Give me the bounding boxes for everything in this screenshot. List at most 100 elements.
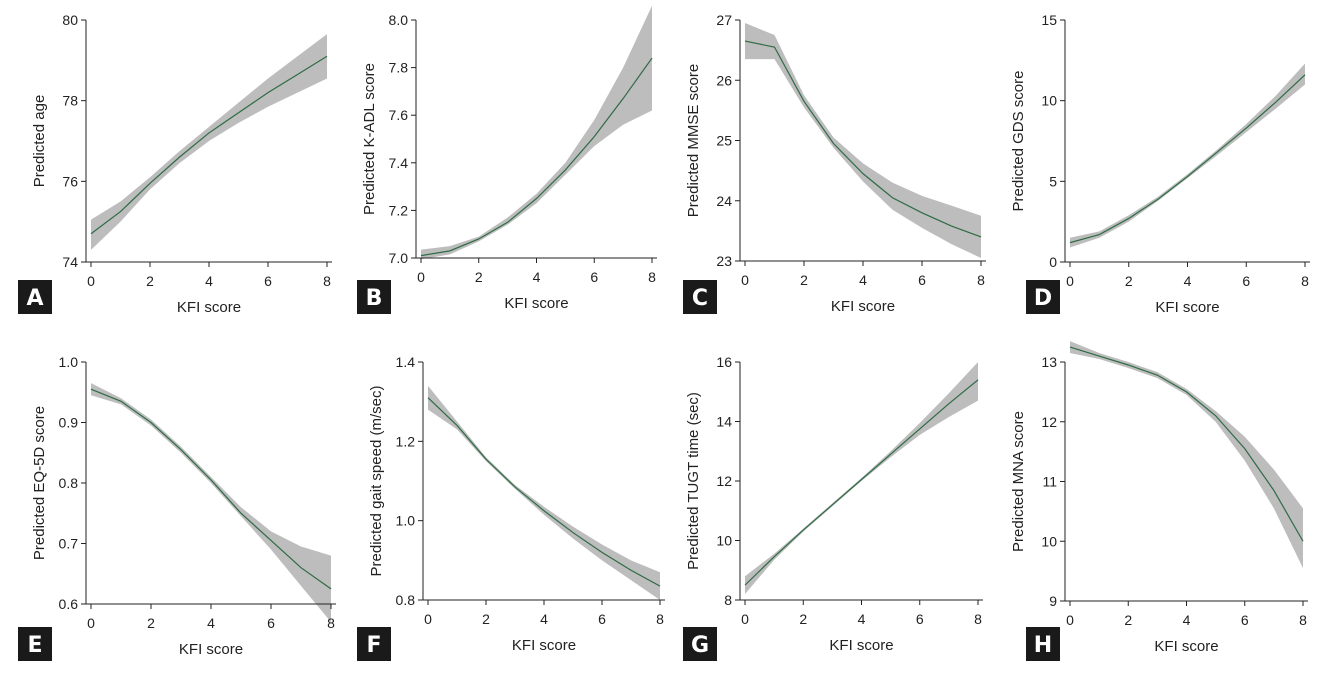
prediction-line <box>90 388 332 590</box>
confidence-band <box>1070 341 1303 569</box>
svg-text:H: H <box>1034 633 1052 658</box>
y-tick-label: 27 <box>716 12 732 28</box>
x-tick-label: 0 <box>741 272 749 288</box>
y-axis-label: Predicted MNA score <box>1010 411 1027 552</box>
x-tick-label: 8 <box>327 615 335 631</box>
x-tick-label: 8 <box>656 611 664 627</box>
x-tick-label: 6 <box>267 615 275 631</box>
y-tick-label: 0.7 <box>59 536 79 552</box>
x-tick-label: 4 <box>858 611 866 627</box>
x-axis-label: KFI score <box>1154 638 1218 655</box>
y-axis-label: Predicted EQ-5D score <box>31 406 48 560</box>
y-tick-label: 24 <box>716 193 732 209</box>
y-tick-label: 10 <box>1041 533 1057 549</box>
confidence-band <box>745 23 981 258</box>
y-tick-label: 7.8 <box>389 60 409 76</box>
svg-text:C: C <box>692 286 708 311</box>
y-tick-label: 5 <box>1049 173 1057 189</box>
y-tick-label: 8.0 <box>389 12 409 28</box>
x-tick-label: 2 <box>1124 612 1132 628</box>
y-axis-label: Predicted GDS score <box>1010 71 1027 212</box>
x-tick-label: 4 <box>207 615 215 631</box>
x-tick-label: 2 <box>482 611 490 627</box>
x-axis-label: KFI score <box>177 299 241 316</box>
confidence-band <box>1070 63 1305 248</box>
x-axis-label: KFI score <box>829 637 893 654</box>
y-tick-label: 7.6 <box>389 107 409 123</box>
prediction-line <box>744 379 979 586</box>
x-tick-label: 4 <box>533 269 541 285</box>
panel-label: E <box>18 627 52 661</box>
x-axis-label: KFI score <box>831 298 895 315</box>
panel-label: C <box>683 280 717 314</box>
x-tick-label: 2 <box>475 269 483 285</box>
panel-label: F <box>357 627 391 661</box>
y-tick-label: 15 <box>1041 12 1057 28</box>
x-tick-label: 0 <box>87 273 95 289</box>
x-tick-label: 8 <box>1299 612 1307 628</box>
panel-label: A <box>18 280 52 314</box>
confidence-band <box>91 383 331 623</box>
y-tick-label: 25 <box>716 133 732 149</box>
confidence-band <box>745 362 978 595</box>
panel-g: 0 2 4 6 8 8 10 12 14 16 KFI score Predicted TUGT ti… <box>683 354 983 661</box>
panel-label: G <box>683 627 717 661</box>
x-tick-label: 6 <box>916 611 924 627</box>
panel-label: D <box>1026 280 1060 314</box>
y-tick-label: 10 <box>716 533 732 549</box>
y-axis-label: Predicted age <box>31 95 48 188</box>
x-tick-label: 2 <box>1125 273 1133 289</box>
y-tick-label: 0.6 <box>59 596 79 612</box>
x-tick-label: 4 <box>1184 273 1192 289</box>
x-tick-label: 2 <box>799 611 807 627</box>
x-tick-label: 8 <box>648 269 656 285</box>
svg-text:A: A <box>26 286 43 311</box>
x-tick-label: 0 <box>417 269 425 285</box>
x-tick-label: 0 <box>741 611 749 627</box>
x-axis-label: KFI score <box>504 295 568 312</box>
svg-text:G: G <box>691 633 709 658</box>
svg-text:F: F <box>366 633 381 658</box>
y-tick-label: 23 <box>716 253 732 269</box>
y-tick-label: 16 <box>716 354 732 370</box>
x-tick-label: 4 <box>205 273 213 289</box>
y-tick-label: 12 <box>1041 414 1057 430</box>
panel-a: 0 2 4 6 8 74 76 78 80 KFI score Predicted age A <box>18 12 332 316</box>
y-tick-label: 0 <box>1049 254 1057 270</box>
y-tick-label: 1.4 <box>396 354 416 370</box>
panel-e: 0 2 4 6 8 0.6 0.7 0.8 0.9 1.0 KFI score Predicted E… <box>18 354 336 661</box>
panel-f: 0 2 4 6 8 0.8 1.0 1.2 1.4 KFI score Predicted gait… <box>357 354 665 661</box>
x-axis-label: KFI score <box>1155 299 1219 316</box>
panel-label: B <box>357 280 391 314</box>
y-tick-label: 7.0 <box>389 250 409 266</box>
prediction-line <box>744 40 982 238</box>
x-tick-label: 6 <box>264 273 272 289</box>
x-tick-label: 2 <box>147 615 155 631</box>
x-tick-label: 4 <box>540 611 548 627</box>
y-tick-label: 7.2 <box>389 202 409 218</box>
y-tick-label: 1.0 <box>59 354 79 370</box>
y-tick-label: 0.8 <box>396 592 416 608</box>
y-axis-label: Predicted K-ADL score <box>361 63 378 215</box>
y-tick-label: 0.9 <box>59 415 79 431</box>
y-tick-label: 11 <box>1042 474 1057 490</box>
y-axis-label: Predicted TUGT time (sec) <box>685 392 702 570</box>
confidence-band <box>421 5 652 260</box>
x-tick-label: 6 <box>918 272 926 288</box>
prediction-line <box>427 397 661 587</box>
y-tick-label: 1.2 <box>396 433 416 449</box>
y-tick-label: 13 <box>1041 354 1057 370</box>
y-tick-label: 74 <box>62 254 78 270</box>
x-tick-label: 6 <box>1242 273 1250 289</box>
prediction-line <box>420 57 653 257</box>
y-tick-label: 76 <box>62 173 78 189</box>
x-tick-label: 8 <box>323 273 331 289</box>
x-tick-label: 4 <box>859 272 867 288</box>
y-tick-label: 1.0 <box>396 513 416 529</box>
prediction-line <box>1069 74 1306 244</box>
x-tick-label: 0 <box>1066 273 1074 289</box>
x-tick-label: 8 <box>974 611 982 627</box>
prediction-line <box>90 55 328 235</box>
